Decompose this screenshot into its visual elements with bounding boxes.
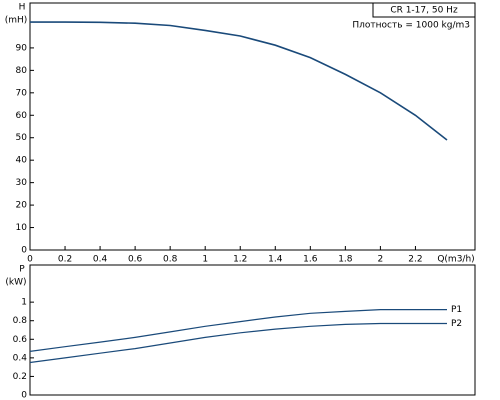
y-tick-label: 1 (21, 298, 27, 308)
line-series (30, 21, 448, 141)
y-tick-label: 70 (16, 88, 28, 98)
y-axis-unit: (mH) (5, 16, 28, 26)
y-tick-label: 20 (16, 201, 28, 211)
y-axis-unit: (kW) (5, 278, 26, 288)
x-tick-label: 0.2 (58, 255, 72, 265)
x-tick-label: 2.2 (408, 255, 422, 265)
chart-title: CR 1-17, 50 Hz (390, 6, 458, 16)
y-tick-label: 0.2 (13, 372, 27, 382)
x-tick-label: 0 (27, 255, 33, 265)
x-tick-label: 1.6 (303, 255, 318, 265)
series-label: P2 (451, 319, 462, 329)
y-tick-label: 50 (16, 133, 28, 143)
x-tick-label: 2 (378, 255, 384, 265)
y-tick-label: 0.8 (13, 316, 28, 326)
x-tick-label: 0.6 (128, 255, 143, 265)
x-tick-label: 1.8 (338, 255, 353, 265)
y-tick-label: 80 (16, 66, 28, 76)
series-label: P1 (451, 305, 462, 315)
line-series (29, 322, 447, 364)
line-series (29, 309, 447, 352)
x-tick-label: 1.2 (233, 255, 247, 265)
x-tick-label: 1 (202, 255, 208, 265)
y-axis-label: P (19, 265, 25, 275)
annotation: Плотность = 1000 kg/m3 (352, 21, 470, 31)
y-tick-label: 60 (16, 111, 28, 121)
title-box (372, 2, 476, 18)
x-tick-label: 0.4 (93, 255, 108, 265)
x-tick-label: 0.8 (163, 255, 178, 265)
y-tick-label: 40 (16, 156, 28, 166)
y-tick-label: 0.4 (13, 353, 28, 363)
y-tick-label: 0 (21, 246, 27, 256)
plot-frame (29, 264, 476, 396)
y-tick-label: 30 (16, 178, 28, 188)
y-tick-label: 10 (16, 223, 28, 233)
plot-frame (29, 2, 476, 251)
x-axis-label: Q(m3/h) (437, 255, 474, 265)
y-tick-label: 0 (21, 391, 27, 400)
x-tick-label: 1.4 (268, 255, 283, 265)
y-axis-label: H (19, 3, 26, 13)
y-tick-label: 90 (16, 43, 28, 53)
y-tick-label: 0.6 (13, 335, 28, 345)
